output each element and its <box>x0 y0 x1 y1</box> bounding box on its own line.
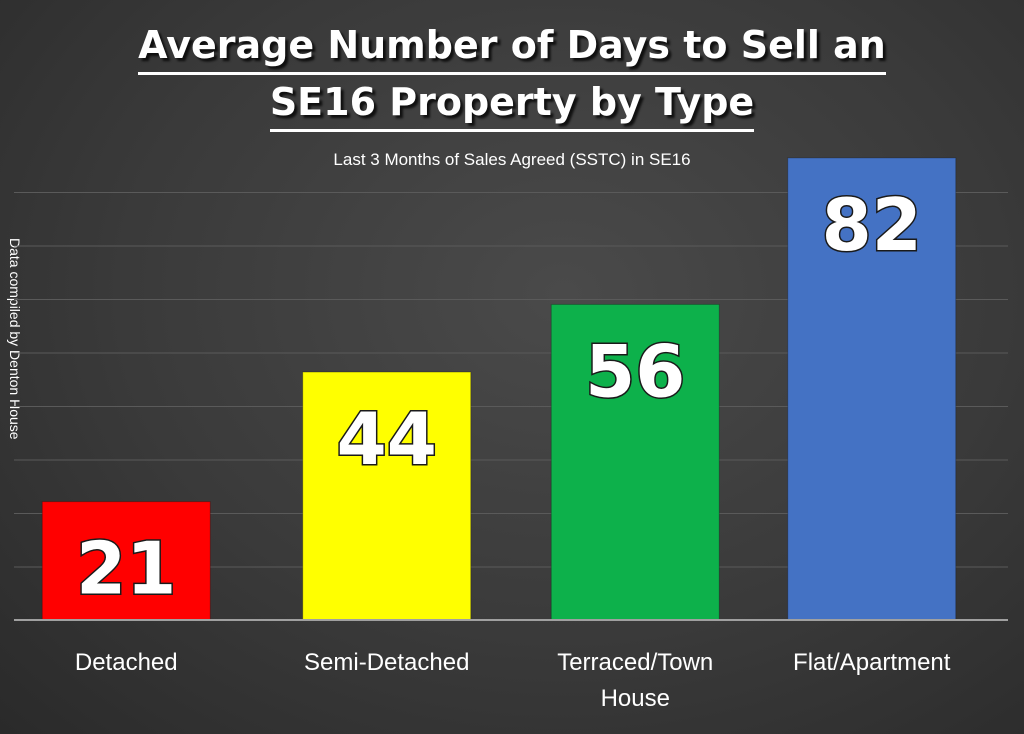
bar-detached <box>41 501 211 621</box>
bar-semi-detached <box>302 371 472 621</box>
data-labels: 21 44 56 82 <box>75 181 924 612</box>
data-source-note: Data compiled by Denton House <box>7 238 23 440</box>
x-tick-label: House <box>601 685 670 712</box>
chart-title: Average Number of Days to Sell an SE16 P… <box>0 18 1024 132</box>
data-label: 82 <box>822 183 922 267</box>
x-tick-label: Terraced/Town <box>557 649 713 676</box>
x-axis-tick-labels: Detached Semi-Detached Terraced/Town House F… <box>75 649 951 712</box>
x-tick-label: Flat/Apartment <box>793 649 951 676</box>
bar-flat-apartment <box>787 157 957 621</box>
bar-terraced-town-house <box>550 303 720 621</box>
x-tick-label: Semi-Detached <box>304 649 469 676</box>
bars <box>41 157 957 621</box>
chart-title-line1: Average Number of Days to Sell an <box>138 18 886 75</box>
chart-title-line2: SE16 Property by Type <box>269 75 755 132</box>
chart-subtitle: Last 3 Months of Sales Agreed (SSTC) in … <box>333 150 691 169</box>
x-tick-label: Detached <box>75 649 178 676</box>
data-label: 44 <box>337 397 437 481</box>
data-label: 21 <box>76 527 176 611</box>
data-label: 56 <box>585 329 685 413</box>
